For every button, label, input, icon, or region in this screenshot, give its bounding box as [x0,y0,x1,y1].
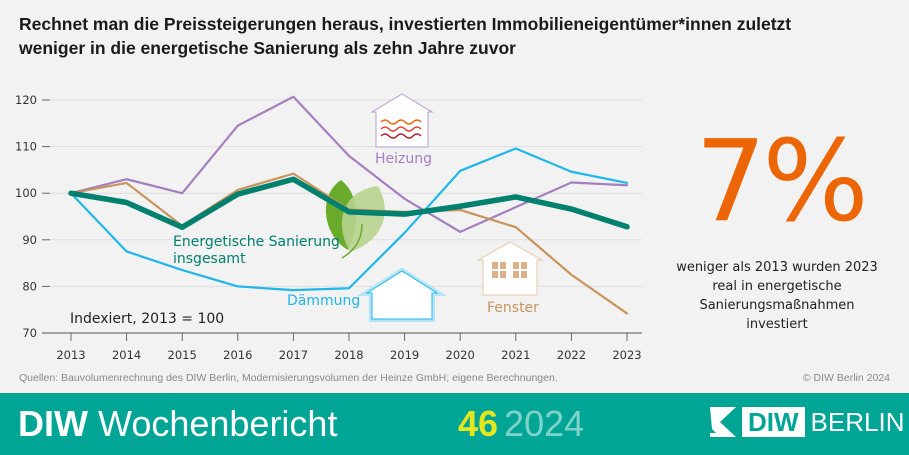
y-tick-label: 100 [15,186,37,200]
y-tick-label: 90 [22,233,37,247]
x-tick-label: 2020 [446,348,475,362]
footer-bar: DIW Wochenbericht 46 2024 DIW BERLIN [0,393,909,455]
x-tick-label: 2021 [501,348,530,362]
index-annotation: Indexiert, 2013 = 100 [70,311,224,327]
line-chart: 70 80 90 100 110 120 2013 2014 2015 2016 2017 2018 2… [15,93,642,362]
x-tick-label: 2022 [557,348,586,362]
insulation-house-icon [356,267,448,322]
x-tick-label: 2015 [168,348,197,362]
series-label-daemmung: Dämmung [287,293,360,309]
series-label-heizung: Heizung [375,151,432,167]
x-tick-label: 2016 [223,348,252,362]
x-tick-label: 2014 [112,348,141,362]
heating-house-icon [370,93,434,148]
series-label-total: Energetische Sanierung [173,234,340,250]
issue-year: 2024 [504,403,585,444]
x-tick-label: 2017 [279,348,308,362]
source-note: Quellen: Bauvolumenrechnung des DIW Berl… [19,372,558,384]
highlight-text: weniger als 2013 wurden 2023 real in ene… [676,260,878,332]
y-tick-label: 110 [15,140,37,154]
leaf-icon [325,180,385,259]
publication-name: DIW Wochenbericht [18,402,337,446]
brand-rest: Wochenbericht [87,403,338,444]
issue: 46 [458,403,499,444]
issue-number: 46 2024 [458,402,584,446]
diw-berlin-logo: DIW BERLIN [710,407,904,437]
logo-berlin: BERLIN [810,407,905,437]
window-house-icon [476,241,544,296]
series-label-total-2: insgesamt [173,251,246,267]
highlight-value: 7% [695,117,869,247]
y-tick-label: 80 [22,279,37,293]
copyright: © DIW Berlin 2024 [802,372,890,384]
y-tick-label: 120 [15,93,37,107]
y-tick-label: 70 [22,326,37,340]
x-tick-label: 2013 [56,348,85,362]
diw-logo-mark-icon [710,407,736,437]
x-tick-label: 2019 [390,348,419,362]
brand-bold: DIW [18,403,88,444]
x-tick-label: 2018 [334,348,363,362]
series-label-fenster: Fenster [487,300,539,316]
x-tick-label: 2023 [612,348,641,362]
chart-title: Rechnet man die Preissteigerungen heraus… [19,14,792,58]
logo-diw: DIW [742,407,805,437]
